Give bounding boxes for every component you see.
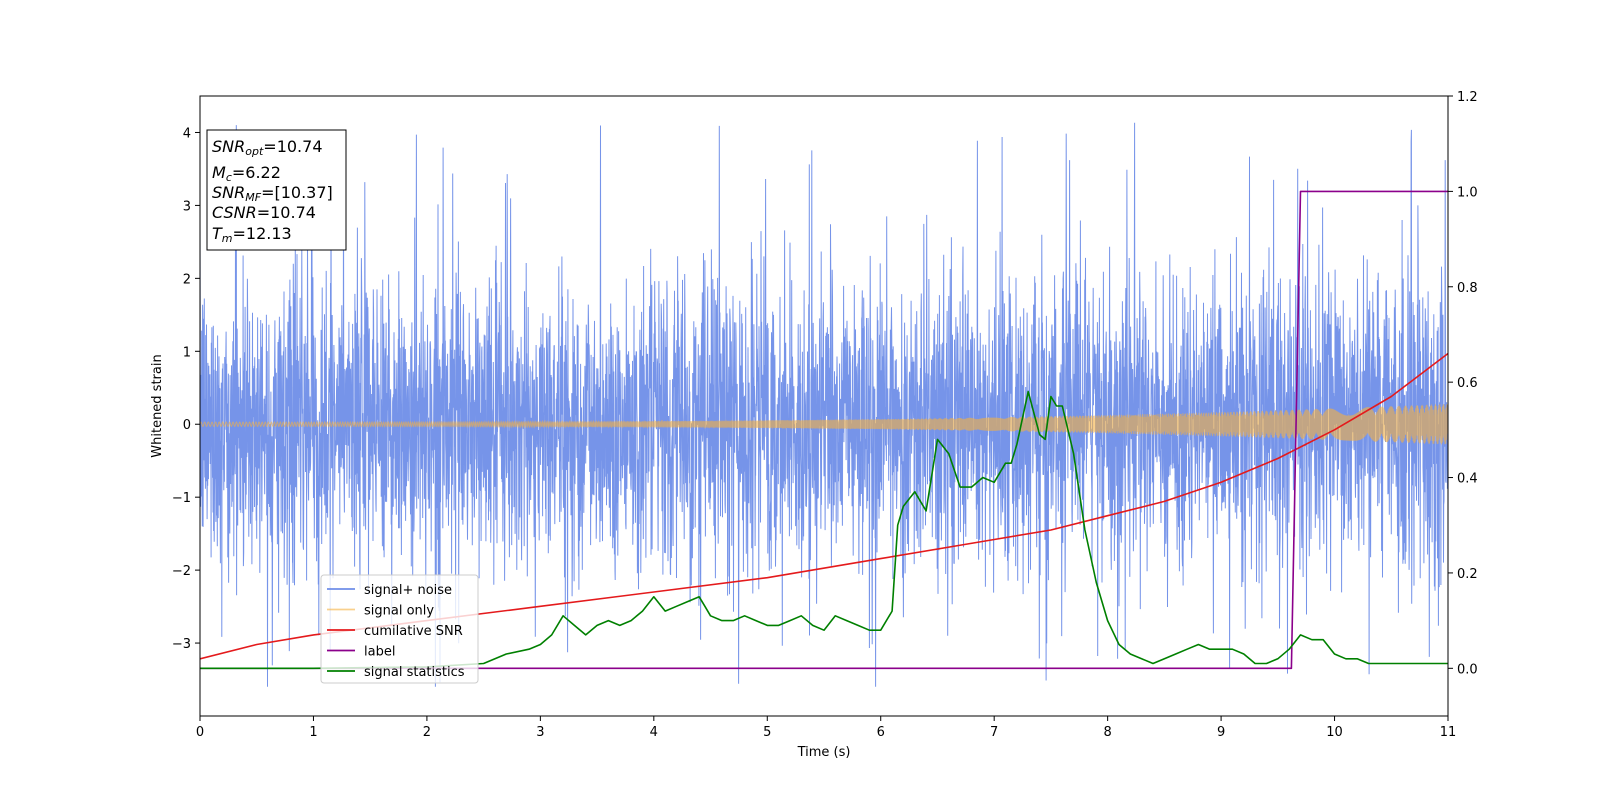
x-axis: 0 1 2 3 4 5 6 7 8 9 10 11	[196, 716, 1456, 740]
plot-frame	[199, 95, 1449, 717]
info-box: SNRopt=10.74 Mc=6.22 SNRMF=[10.37] CSNR=…	[206, 129, 347, 251]
x-tick-label: 3	[536, 725, 544, 740]
legend-label-signal-only: signal only	[364, 604, 434, 619]
info-csnr: CSNR=10.74	[212, 203, 316, 222]
legend-label-signal-noise: signal+ noise	[364, 583, 452, 598]
x-tick-label: 9	[1217, 725, 1225, 740]
series-label	[200, 190, 1448, 670]
legend-frame	[320, 574, 479, 684]
right-y-tick-label: 0.6	[1457, 376, 1478, 391]
left-y-tick-label: 2	[183, 272, 191, 287]
y-axis-label: Whitened strain	[150, 354, 165, 457]
legend-label-signal-statistics: signal statistics	[364, 665, 465, 680]
x-tick-label: 8	[1103, 725, 1111, 740]
x-tick-label: 4	[650, 725, 658, 740]
series-signal-noise	[200, 122, 1448, 687]
left-y-tick-label: 3	[183, 199, 191, 214]
info-box-frame	[206, 129, 347, 251]
right-y-tick-label: 0.2	[1457, 567, 1478, 582]
info-mc: Mc=6.22	[212, 163, 281, 184]
x-axis-label: Time (s)	[797, 745, 851, 760]
x-tick-label: 7	[990, 725, 998, 740]
x-tick-label: 1	[309, 725, 317, 740]
x-tick-label: 11	[1440, 725, 1457, 740]
series-signal-statistics	[200, 390, 1448, 670]
x-tick-label: 2	[423, 725, 431, 740]
x-tick-label: 6	[877, 725, 885, 740]
x-tick-label: 5	[763, 725, 771, 740]
left-y-tick-label: −2	[172, 564, 191, 579]
right-y-tick-label: 0.4	[1457, 472, 1478, 487]
left-y-tick-label: −1	[172, 491, 191, 506]
right-y-axis: 0.0 0.2 0.4 0.6 0.8 1.0 1.2	[1448, 90, 1478, 677]
left-y-axis: −3 −2 −1 0 1 2 3 4	[172, 126, 200, 652]
left-y-tick-label: 0	[183, 418, 191, 433]
left-y-tick-label: −3	[172, 637, 191, 652]
left-y-tick-label: 1	[183, 345, 191, 360]
info-tm: Tm=12.13	[212, 224, 292, 245]
right-y-tick-label: 1.2	[1457, 90, 1478, 105]
info-snr-mf: SNRMF=[10.37]	[212, 183, 333, 204]
right-y-tick-label: 0.8	[1457, 281, 1478, 296]
legend-label-label: label	[364, 645, 395, 660]
info-snr-opt: SNRopt=10.74	[212, 137, 323, 158]
x-tick-label: 0	[196, 725, 204, 740]
legend: signal+ noise signal only cumilative SNR la…	[320, 574, 479, 684]
series-signal-only	[200, 404, 1448, 445]
legend-label-cumilative-snr: cumilative SNR	[364, 624, 463, 639]
right-y-tick-label: 0.0	[1457, 662, 1478, 677]
x-tick-label: 10	[1326, 725, 1343, 740]
left-y-tick-label: 4	[183, 126, 191, 141]
right-y-tick-label: 1.0	[1457, 185, 1478, 200]
